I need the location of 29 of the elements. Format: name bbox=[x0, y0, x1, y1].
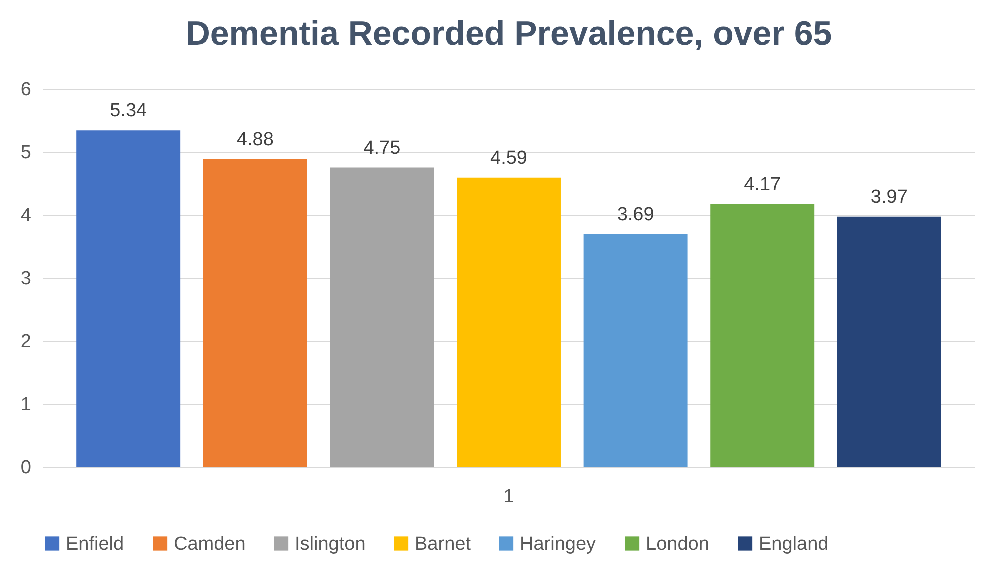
bar bbox=[457, 178, 561, 467]
y-tick-label: 4 bbox=[20, 206, 32, 226]
bar bbox=[710, 204, 815, 467]
y-tick-label: 3 bbox=[20, 268, 32, 290]
legend-label: Islington bbox=[295, 534, 366, 555]
bar bbox=[203, 160, 308, 467]
data-label: 4.88 bbox=[236, 130, 274, 151]
legend-label: London bbox=[646, 534, 710, 555]
data-label: 4.17 bbox=[744, 174, 782, 196]
bar bbox=[837, 216, 942, 467]
chart-title: Dementia Recorded Prevalence, over 65 bbox=[186, 15, 832, 53]
legend-label: Enfield bbox=[66, 534, 124, 555]
data-label: 4.59 bbox=[490, 148, 528, 169]
bar bbox=[76, 130, 181, 467]
data-label: 3.97 bbox=[870, 186, 908, 208]
legend-label: Barnet bbox=[415, 534, 472, 555]
y-tick-label: 6 bbox=[20, 80, 32, 100]
data-label: 5.34 bbox=[110, 100, 148, 122]
y-tick-label: 0 bbox=[20, 458, 32, 478]
legend-label: England bbox=[759, 534, 829, 555]
bar bbox=[330, 168, 434, 467]
y-tick-label: 2 bbox=[20, 332, 32, 352]
y-tick-label: 5 bbox=[20, 142, 32, 164]
legend-label: Haringey bbox=[520, 534, 597, 555]
bar bbox=[584, 234, 688, 467]
y-tick-label: 1 bbox=[20, 394, 32, 416]
data-label: 3.69 bbox=[617, 204, 654, 226]
data-label: 4.75 bbox=[364, 138, 401, 159]
legend-label: Camden bbox=[174, 534, 246, 555]
